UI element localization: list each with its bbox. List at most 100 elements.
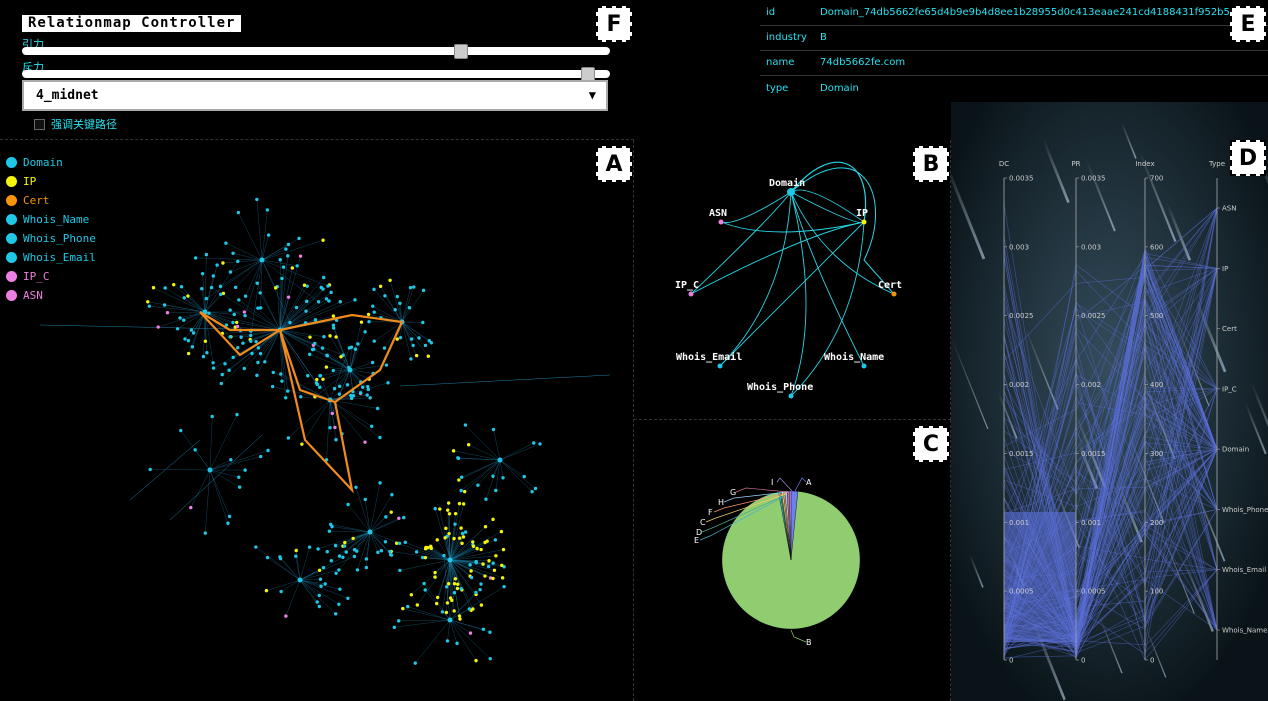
graph-node <box>367 313 370 316</box>
graph-node <box>367 320 370 323</box>
graph-node <box>256 282 259 285</box>
graph-node <box>178 316 181 319</box>
graph-node <box>320 286 323 289</box>
network-graph[interactable] <box>0 140 634 701</box>
graph-node <box>446 601 449 604</box>
graph-node <box>343 544 346 547</box>
pc-tick-label: 300 <box>1150 450 1163 458</box>
graph-node <box>172 283 175 286</box>
graph-node <box>318 386 321 389</box>
controller-panel: Relationmap Controller 引力 斥力 4_midnet ▼ … <box>0 0 634 140</box>
graph-node <box>414 661 417 664</box>
graph-node <box>254 545 257 548</box>
graph-node <box>364 498 367 501</box>
graph-node <box>346 503 349 506</box>
graph-node <box>300 442 303 445</box>
graph-node <box>474 560 477 563</box>
repulsion-slider[interactable] <box>22 70 610 78</box>
attraction-slider[interactable] <box>22 47 610 55</box>
graph-node <box>339 355 342 358</box>
graph-node <box>284 614 287 617</box>
graph-node <box>409 357 412 360</box>
graph-node <box>220 382 223 385</box>
network-select[interactable]: 4_midnet ▼ <box>22 80 608 111</box>
graph-node <box>152 286 155 289</box>
schema-node-label: Cert <box>878 280 902 291</box>
graph-hub-node <box>368 530 373 535</box>
graph-node <box>284 396 287 399</box>
panel-badge-e: E <box>1230 6 1266 42</box>
graph-node <box>200 287 203 290</box>
pc-tick-label: 500 <box>1150 312 1163 320</box>
graph-node <box>447 501 450 504</box>
pc-tick-label: 600 <box>1150 243 1163 251</box>
graph-node <box>235 413 238 416</box>
attraction-slider-thumb[interactable] <box>454 44 468 59</box>
graph-node <box>502 548 505 551</box>
graph-node <box>231 252 234 255</box>
controller-title: Relationmap Controller <box>22 15 241 32</box>
graph-node <box>194 256 197 259</box>
graph-node <box>479 582 482 585</box>
graph-node <box>322 276 325 279</box>
graph-node <box>453 582 456 585</box>
schema-node <box>892 292 897 297</box>
legend-label: IP_C <box>23 270 50 283</box>
graph-node <box>370 425 373 428</box>
graph-node <box>166 311 169 314</box>
graph-node <box>237 298 240 301</box>
graph-node <box>299 395 302 398</box>
graph-node <box>424 556 427 559</box>
info-row-type: type Domain <box>760 76 1268 101</box>
graph-node <box>434 507 437 510</box>
graph-node <box>328 426 331 429</box>
graph-node <box>454 577 457 580</box>
graph-node <box>354 486 357 489</box>
graph-node <box>338 554 341 557</box>
graph-node <box>453 522 456 525</box>
graph-node <box>226 522 229 525</box>
legend-item: Domain <box>6 154 63 170</box>
info-key: type <box>766 76 788 101</box>
graph-node <box>179 429 182 432</box>
key-path-checkbox[interactable]: 强调关键路径 <box>34 116 117 132</box>
graph-node <box>415 550 418 553</box>
graph-node <box>316 600 319 603</box>
checkbox-box[interactable] <box>34 119 45 130</box>
graph-node <box>471 540 474 543</box>
graph-node <box>491 518 494 521</box>
graph-node <box>337 603 340 606</box>
graph-node <box>323 582 326 585</box>
legend-item: Whois_Phone <box>6 230 96 246</box>
graph-node <box>438 507 441 510</box>
pc-tick-label: 0 <box>1150 657 1154 665</box>
graph-node <box>455 642 458 645</box>
graph-node <box>491 577 494 580</box>
schema-node-label: Whois_Name <box>824 351 884 363</box>
graph-node <box>201 272 204 275</box>
graph-node <box>460 542 463 545</box>
graph-node <box>501 476 504 479</box>
graph-node <box>365 393 368 396</box>
graph-node <box>321 346 324 349</box>
graph-node <box>366 385 369 388</box>
parallel-coordinates-chart: DC0.00350.0030.00250.0020.00150.0010.000… <box>951 102 1268 701</box>
graph-node <box>368 396 371 399</box>
pc-tick-label: Whois_Phone <box>1222 506 1268 514</box>
graph-node <box>333 387 336 390</box>
graph-node <box>308 335 311 338</box>
graph-node <box>388 550 391 553</box>
graph-node <box>337 568 340 571</box>
graph-node <box>458 502 461 505</box>
graph-node <box>314 318 317 321</box>
graph-node <box>408 306 411 309</box>
graph-node <box>256 361 259 364</box>
graph-node <box>279 557 282 560</box>
graph-node <box>243 314 246 317</box>
pc-axis-title: DC <box>999 160 1009 168</box>
graph-node <box>338 587 341 590</box>
graph-node <box>249 340 252 343</box>
legend-label: Whois_Phone <box>23 232 96 245</box>
graph-node <box>190 328 193 331</box>
pc-tick-label: 0.0035 <box>1081 175 1106 183</box>
